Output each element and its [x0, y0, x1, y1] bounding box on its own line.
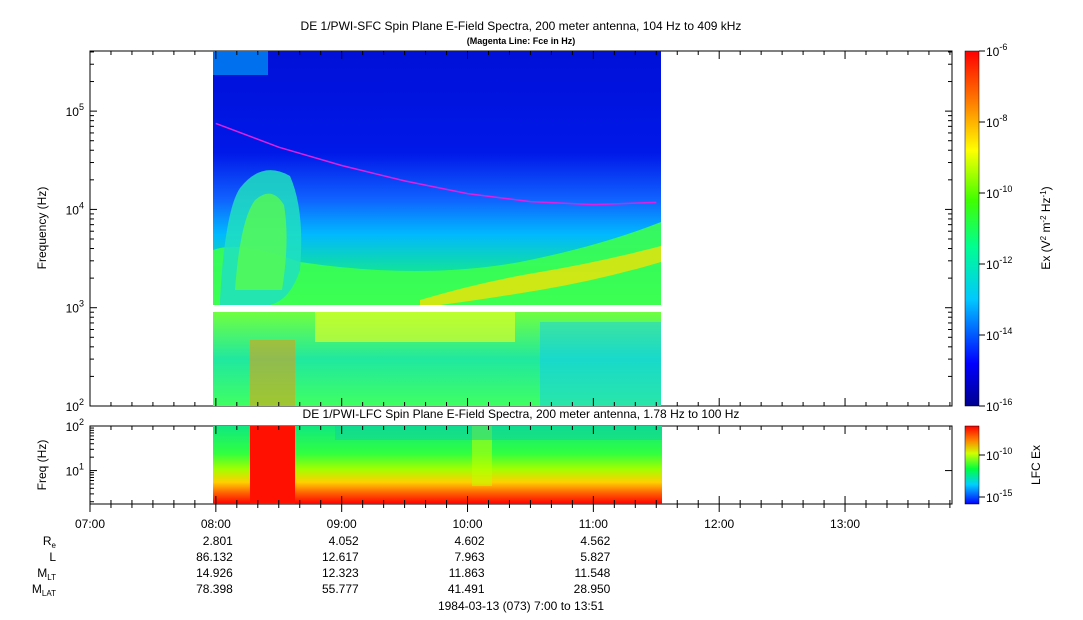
ephemeris-value: 78.398 [196, 582, 233, 596]
ephemeris-value: 41.491 [448, 582, 485, 596]
ephemeris-value: 4.052 [329, 534, 359, 548]
y-tick-label: 101 [66, 462, 84, 479]
colorbar-tick-label: 10-15 [986, 488, 1012, 505]
x-tick-label: 08:00 [201, 517, 231, 531]
bottom-ylabel: Freq (Hz) [35, 440, 49, 491]
bottom-spectrogram [213, 426, 662, 504]
x-tick-label: 13:00 [830, 517, 860, 531]
colorbar-tick-label: 10-10 [986, 446, 1012, 463]
ephemeris-value: 2.801 [203, 534, 233, 548]
sfc-top-streak [213, 51, 268, 75]
colorbar-tick-label: 10-8 [986, 113, 1007, 130]
bottom-y-axis: 102 101 [66, 417, 952, 503]
top-y-axis: 102 103 104 105 [66, 51, 952, 414]
sfc-intense-band [420, 246, 661, 305]
ephemeris-label: Re [43, 534, 57, 550]
sfc-low-cyan [540, 322, 661, 406]
top-colorbar-label: Ex (V2 m-2 Hz-1) [1039, 186, 1054, 269]
footer-time-range: 1984-03-13 (073) 7:00 to 13:51 [438, 599, 604, 613]
x-tick-label: 10:00 [453, 517, 483, 531]
ephemeris-value: 12.617 [322, 550, 359, 564]
bottom-colorbar [964, 425, 980, 505]
y-tick-label: 104 [66, 200, 84, 217]
colorbar-tick-label: 10-6 [986, 42, 1007, 59]
colorbar-tick-label: 10-12 [986, 255, 1012, 272]
y-tick-label: 103 [66, 299, 84, 316]
x-tick-label: 07:00 [75, 517, 105, 531]
y-tick-label: 102 [66, 397, 84, 414]
x-tick-label: 11:00 [579, 517, 608, 531]
fce-line [215, 122, 657, 206]
sfc-low-hot [250, 340, 295, 406]
colorbar-tick-label: 10-16 [986, 397, 1012, 414]
ephemeris-value: 86.132 [196, 550, 233, 564]
y-tick-label: 102 [66, 417, 84, 434]
ephemeris-table: Re 2.801 4.052 4.602 4.562 L 86.132 12.617 7.963… [32, 534, 611, 598]
ephemeris-value: 7.963 [454, 550, 484, 564]
top-ylabel: Frequency (Hz) [35, 187, 49, 270]
ephemeris-value: 11.863 [449, 566, 485, 580]
colorbar-tick-label: 10-10 [986, 184, 1012, 201]
ephemeris-value: 14.926 [196, 566, 233, 580]
y-tick-label: 105 [66, 102, 84, 119]
bottom-panel-title: DE 1/PWI-LFC Spin Plane E-Field Spectra,… [303, 407, 740, 421]
ephemeris-value: 55.777 [322, 582, 359, 596]
top-panel-title: DE 1/PWI-SFC Spin Plane E-Field Spectra,… [301, 19, 742, 33]
sfc-early-emission-core [235, 193, 287, 290]
lfc-burst-2 [472, 426, 492, 486]
ephemeris-label: MLT [37, 566, 56, 582]
x-tick-label: 12:00 [704, 517, 734, 531]
sfc-data-gap [215, 305, 662, 310]
ephemeris-label: L [49, 550, 56, 564]
ephemeris-value: 11.548 [575, 566, 611, 580]
sfc-low-yellow [315, 312, 515, 342]
colorbar-tick-label: 10-14 [986, 326, 1012, 343]
ephemeris-value: 4.602 [454, 534, 484, 548]
time-axis: 07:00 08:00 09:00 10:00 11:00 12:00 13:00 [75, 51, 951, 531]
ephemeris-value: 12.323 [322, 566, 359, 580]
top-spectrogram [213, 51, 661, 406]
ephemeris-value: 4.562 [580, 534, 610, 548]
top-colorbar [964, 50, 980, 407]
x-tick-label: 09:00 [327, 517, 357, 531]
ephemeris-label: MLAT [32, 582, 56, 598]
top-colorbar-ticks: 10-6 10-8 10-10 10-12 10-14 10-16 [979, 42, 1012, 414]
top-panel-subtitle: (Magenta Line: Fce in Hz) [467, 36, 576, 46]
ephemeris-value: 28.950 [574, 582, 611, 596]
ephemeris-value: 5.827 [580, 550, 610, 564]
lfc-top-band [335, 426, 662, 440]
lfc-burst [250, 426, 295, 504]
bottom-colorbar-ticks: 10-10 10-15 [979, 446, 1012, 505]
bottom-colorbar-label: LFC Ex [1029, 445, 1043, 485]
